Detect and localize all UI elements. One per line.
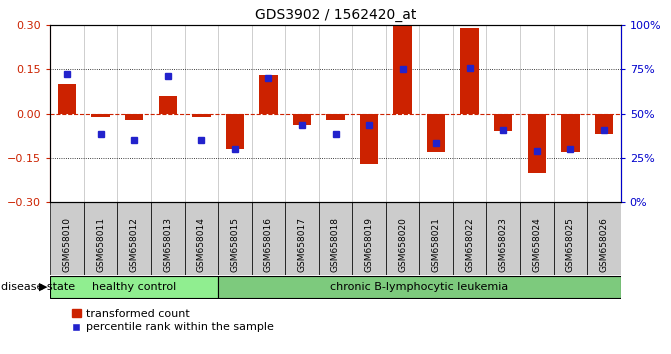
Bar (419, 202, 453, 275)
Bar (58, 84, 76, 114)
Bar (561, 114, 580, 152)
Text: GSM658012: GSM658012 (130, 217, 139, 272)
Bar (158, 96, 177, 114)
Bar (91, 114, 110, 116)
Bar (285, 202, 319, 275)
Bar (527, 114, 546, 173)
Legend: transformed count, percentile rank within the sample: transformed count, percentile rank withi… (67, 305, 278, 337)
Bar (259, 75, 278, 114)
Bar (554, 202, 587, 275)
Text: GSM658017: GSM658017 (297, 217, 307, 272)
Bar (520, 202, 554, 275)
Bar (218, 202, 252, 275)
Text: disease state: disease state (1, 282, 79, 292)
Text: GSM658020: GSM658020 (398, 217, 407, 272)
Bar (252, 202, 285, 275)
Bar (326, 114, 345, 120)
Text: GSM658011: GSM658011 (96, 217, 105, 272)
Bar (192, 114, 211, 116)
Bar (595, 114, 613, 135)
Bar (151, 202, 185, 275)
Text: ▶: ▶ (38, 282, 47, 292)
Bar (50, 202, 84, 275)
Bar (185, 202, 218, 275)
Bar (494, 114, 513, 131)
Bar (360, 114, 378, 164)
Text: GSM658018: GSM658018 (331, 217, 340, 272)
Bar (427, 114, 446, 152)
Text: chronic B-lymphocytic leukemia: chronic B-lymphocytic leukemia (330, 282, 509, 292)
Text: GSM658014: GSM658014 (197, 217, 206, 272)
Title: GDS3902 / 1562420_at: GDS3902 / 1562420_at (255, 8, 416, 22)
Text: GSM658010: GSM658010 (62, 217, 72, 272)
Text: GSM658022: GSM658022 (465, 217, 474, 272)
Bar (486, 202, 520, 275)
Bar (319, 202, 352, 275)
Text: healthy control: healthy control (92, 282, 176, 292)
Bar (225, 114, 244, 149)
Bar (125, 114, 144, 120)
Text: GSM658026: GSM658026 (599, 217, 609, 272)
Bar (393, 25, 412, 114)
Bar (293, 114, 311, 125)
Bar (84, 202, 117, 275)
Bar (352, 202, 386, 275)
Bar (218, 276, 621, 298)
Bar (460, 28, 479, 114)
Text: GSM658019: GSM658019 (364, 217, 374, 272)
Bar (587, 202, 621, 275)
Text: GSM658015: GSM658015 (230, 217, 240, 272)
Bar (117, 202, 151, 275)
Text: GSM658023: GSM658023 (499, 217, 508, 272)
Text: GSM658021: GSM658021 (431, 217, 441, 272)
Text: GSM658024: GSM658024 (532, 217, 541, 272)
Bar (386, 202, 419, 275)
Bar (453, 202, 486, 275)
Text: GSM658013: GSM658013 (163, 217, 172, 272)
Bar (50, 276, 218, 298)
Text: GSM658025: GSM658025 (566, 217, 575, 272)
Text: GSM658016: GSM658016 (264, 217, 273, 272)
